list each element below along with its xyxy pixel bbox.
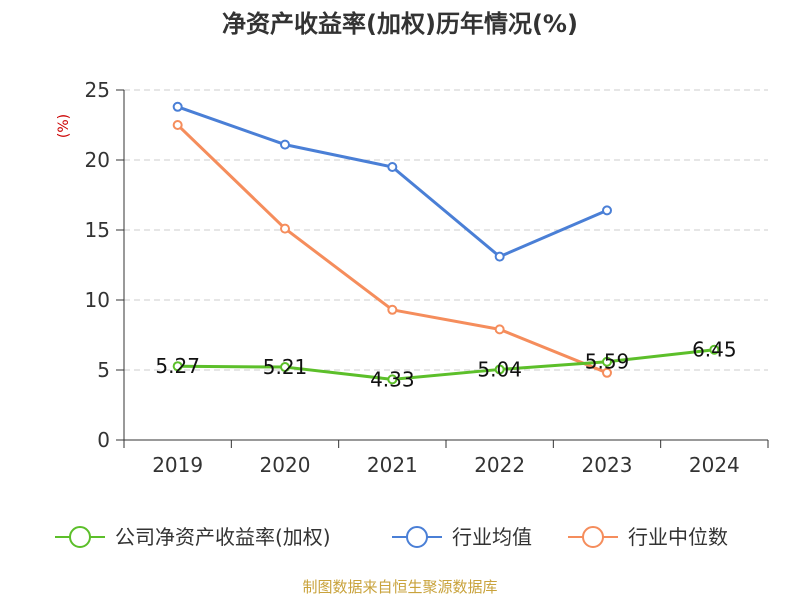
data-point	[709, 344, 720, 355]
data-point	[387, 374, 398, 385]
gridlines	[124, 89, 768, 371]
series-line-company	[177, 348, 715, 381]
legend-label: 行业均值	[452, 525, 532, 549]
data-point	[494, 364, 505, 375]
data-point	[172, 120, 183, 130]
footer-source: 制图数据来自恒生聚源数据库	[302, 578, 497, 596]
data-point	[494, 251, 505, 262]
data-point	[494, 324, 505, 335]
data-label: 5.04	[477, 357, 522, 381]
legend-label: 公司净资产收益率(加权)	[115, 525, 331, 549]
x-tick-label: 2021	[367, 453, 418, 477]
legend-label: 行业中位数	[628, 525, 728, 549]
data-point	[387, 162, 398, 172]
y-tick-label: 0	[97, 428, 110, 452]
y-axis-label: (%)	[56, 114, 72, 138]
y-tick-label: 20	[85, 148, 110, 172]
data-point	[280, 139, 290, 150]
legend-marker	[69, 526, 91, 548]
data-point	[280, 362, 290, 373]
legend-marker	[582, 526, 604, 548]
data-point	[602, 205, 612, 216]
data-point	[172, 361, 183, 372]
data-label: 5.21	[263, 355, 308, 379]
data-point	[602, 356, 612, 367]
data-point	[280, 223, 290, 234]
data-point	[387, 304, 398, 315]
data-label: 4.33	[370, 367, 415, 391]
legend-item-industry-median[interactable]: 行业中位数	[568, 525, 728, 549]
x-tick-label: 2022	[474, 453, 525, 477]
legend-item-company[interactable]: 公司净资产收益率(加权)	[55, 525, 331, 549]
series-lines	[172, 101, 720, 385]
series-company	[172, 344, 720, 385]
x-tick-label: 2020	[260, 453, 311, 477]
legend: 公司净资产收益率(加权) 行业均值 行业中位数	[55, 525, 728, 549]
data-point	[602, 367, 612, 378]
data-label: 6.45	[692, 338, 737, 362]
y-tick-label: 25	[85, 78, 110, 102]
series-industry-median	[172, 120, 612, 378]
series-line-industry-avg	[177, 105, 608, 259]
x-tick-label: 2024	[689, 453, 740, 477]
data-point	[172, 101, 183, 112]
x-tick-label: 2023	[582, 453, 633, 477]
data-label: 5.27	[155, 354, 200, 378]
chart-title: 净资产收益率(加权)历年情况(%)	[222, 10, 578, 38]
data-labels: 5.27 5.21 4.33 5.04 5.59 6.45	[155, 338, 736, 392]
data-label: 5.59	[585, 350, 630, 374]
legend-item-industry-avg[interactable]: 行业均值	[392, 525, 532, 549]
y-tick-label: 10	[85, 288, 110, 312]
x-tick-label: 2019	[152, 453, 203, 477]
y-tick-label: 15	[85, 218, 110, 242]
legend-marker	[406, 526, 428, 548]
axes: 0 5 10 15 20 25 2019 2020 2021 2022 2023 2024	[85, 78, 769, 477]
y-tick-label: 5	[97, 358, 110, 382]
series-industry-avg	[172, 101, 612, 262]
